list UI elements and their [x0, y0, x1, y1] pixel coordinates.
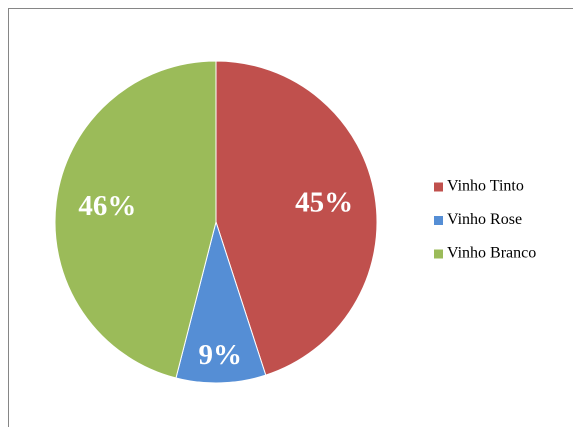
pie-slice [54, 60, 217, 379]
legend-swatch [434, 216, 443, 225]
data-label: 9% [198, 339, 242, 371]
legend-swatch [434, 249, 443, 259]
legend-swatch [434, 182, 443, 192]
pie-slice [215, 60, 378, 376]
chart-border [8, 8, 573, 427]
legend-label: Vinho Rose [447, 211, 522, 228]
pie-slice [175, 220, 267, 384]
legend-label: Vinho Branco [447, 245, 536, 262]
data-label: 46% [78, 190, 136, 222]
legend-label: Vinho Tinto [447, 178, 524, 195]
data-label: 45% [295, 187, 353, 219]
